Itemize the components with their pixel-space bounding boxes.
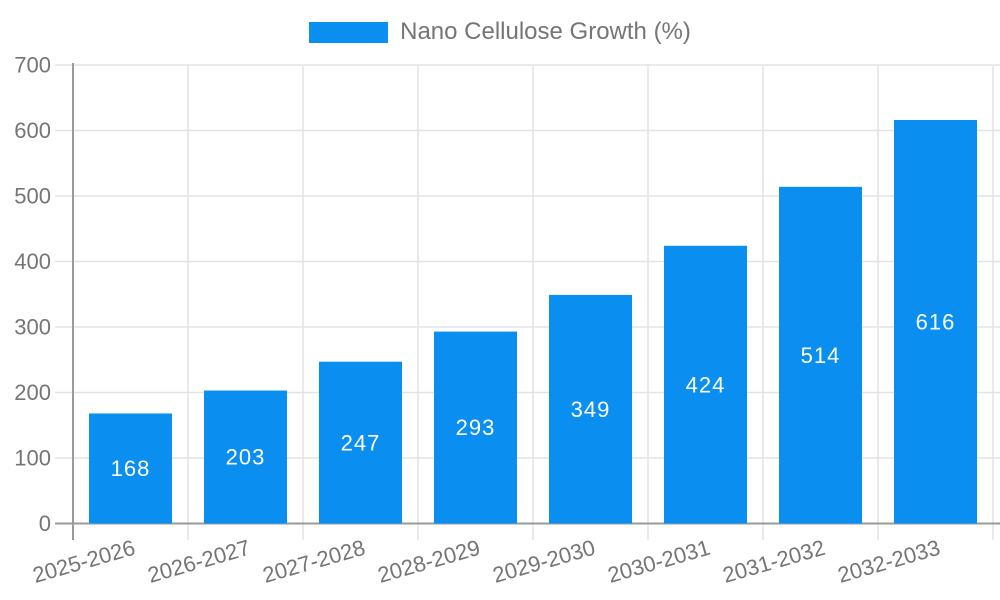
legend-label: Nano Cellulose Growth (%)	[400, 18, 691, 45]
bar-value-label: 293	[456, 415, 496, 440]
bar-2031-2032	[779, 186, 862, 524]
x-tick-label: 2026-2027	[145, 535, 253, 588]
y-tick-label: 100	[14, 446, 51, 471]
y-tick-label: 600	[14, 118, 51, 143]
y-tick-label: 0	[39, 511, 51, 536]
y-tick-label: 500	[14, 184, 51, 209]
bar-2028-2029	[434, 331, 517, 524]
bar-2032-2033	[894, 120, 977, 524]
bar-2030-2031	[664, 245, 747, 524]
legend-swatch	[309, 21, 389, 43]
x-tick-label: 2029-2030	[490, 535, 598, 588]
bar-value-label: 349	[571, 397, 611, 422]
x-tick-label: 2031-2032	[720, 535, 828, 588]
x-tick-label: 2030-2031	[605, 535, 713, 588]
y-tick-label: 300	[14, 315, 51, 340]
y-tick-label: 400	[14, 249, 51, 274]
bar-2029-2030	[549, 294, 632, 524]
bar-value-label: 514	[801, 343, 841, 368]
y-tick-label: 700	[14, 53, 51, 78]
bar-2027-2028	[319, 361, 402, 524]
bar-value-label: 424	[686, 372, 726, 397]
x-tick-label: 2027-2028	[260, 535, 368, 588]
bar-value-label: 247	[341, 430, 381, 455]
x-tick-label: 2028-2029	[375, 535, 483, 588]
bar-2026-2027	[204, 390, 287, 524]
x-tick-label: 2032-2033	[835, 535, 943, 588]
bar-value-label: 168	[111, 456, 151, 481]
legend-item[interactable]: Nano Cellulose Growth (%)	[0, 18, 1000, 46]
bar-value-label: 616	[916, 309, 956, 334]
y-tick-label: 200	[14, 380, 51, 405]
bar-2025-2026	[89, 413, 172, 524]
x-tick-label: 2025-2026	[30, 535, 138, 588]
bar-value-label: 203	[226, 445, 266, 470]
